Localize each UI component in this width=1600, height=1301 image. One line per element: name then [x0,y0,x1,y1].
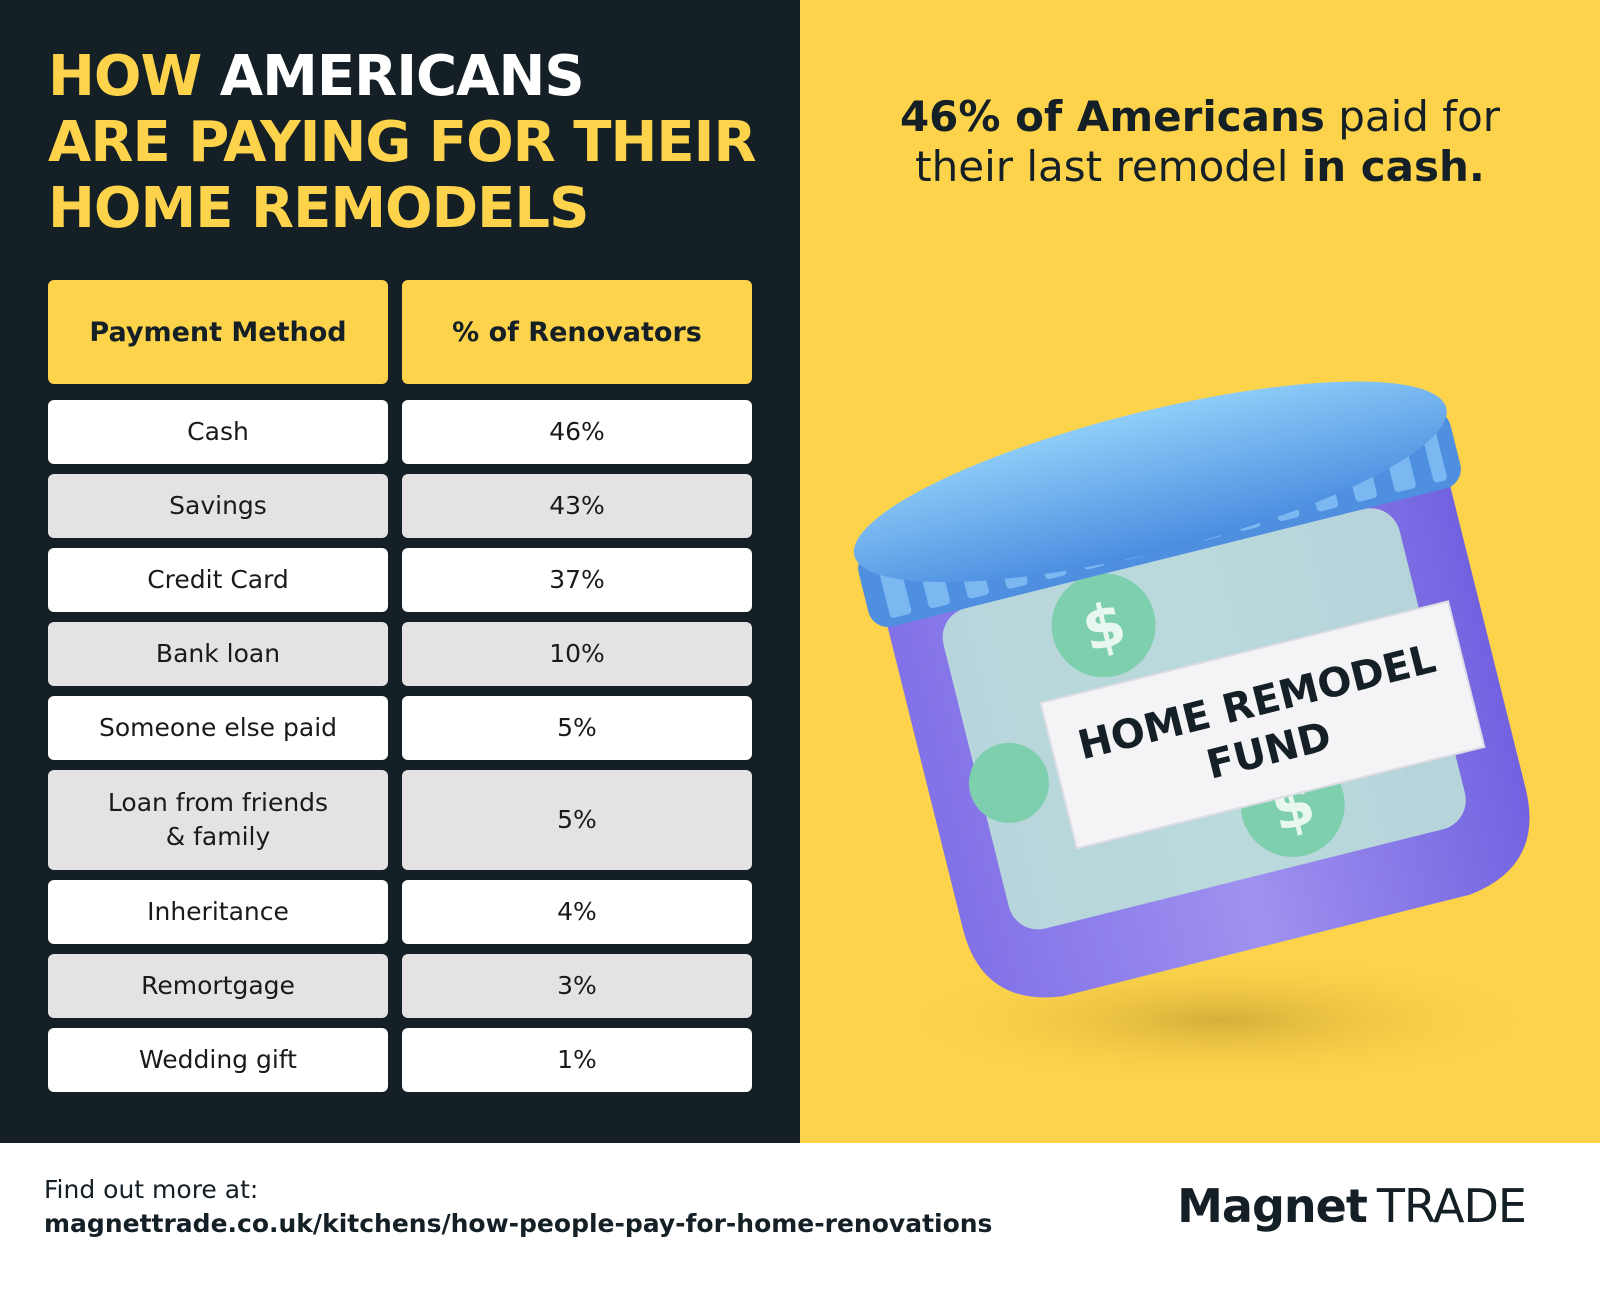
row-percent: 5% [402,770,752,870]
row-method-line-2: & family [165,822,271,851]
table-row: Someone else paid 5% [48,696,752,760]
headline-normal-2: their last remodel [915,142,1289,191]
money-jar-illustration: $ $ HOME REMODEL FUND [853,381,1550,1090]
headline-stat: 46% of Americans paid for their last rem… [880,92,1520,192]
headline-normal-1: paid for [1338,92,1501,141]
title-word-how: HOW [48,44,202,109]
headline-bold-1: 46% of Americans [899,92,1325,141]
row-method: Bank loan [48,622,388,686]
row-method: Cash [48,400,388,464]
table-row: Credit Card 37% [48,548,752,612]
header-percent-renovators: % of Renovators [402,280,752,384]
header-payment-method: Payment Method [48,280,388,384]
dollar-coin [968,742,1049,823]
row-method: Loan from friends & family [48,770,388,870]
page-title: HOW AMERICANS ARE PAYING FOR THEIR HOME … [48,44,788,242]
title-line-3: HOME REMODELS [48,176,589,241]
payment-table: Payment Method % of Renovators Cash 46% … [48,280,752,1102]
table-row: Wedding gift 1% [48,1028,752,1092]
table-row: Inheritance 4% [48,880,752,944]
table-header-row: Payment Method % of Renovators [48,280,752,384]
footer: Find out more at: magnettrade.co.uk/kitc… [0,1143,1600,1301]
title-word-americans: AMERICANS [219,44,585,109]
dollar-coin [1051,573,1156,678]
left-panel: HOW AMERICANS ARE PAYING FOR THEIR HOME … [0,0,800,1143]
table-row: Cash 46% [48,400,752,464]
jar-lid-top [853,381,1447,583]
brand-logo: Magnet TRADE [1177,1179,1527,1233]
footer-url-link[interactable]: magnettrade.co.uk/kitchens/how-people-pa… [44,1209,993,1238]
row-percent: 37% [402,548,752,612]
brand-light: TRADE [1376,1179,1527,1233]
row-method: Inheritance [48,880,388,944]
row-percent: 4% [402,880,752,944]
footer-lead: Find out more at: [44,1175,259,1204]
headline-bold-2: in cash. [1301,142,1485,191]
row-percent: 5% [402,696,752,760]
jar-label [1039,600,1486,850]
row-percent: 1% [402,1028,752,1092]
right-panel: 46% of Americans paid for their last rem… [800,0,1600,1143]
row-method: Savings [48,474,388,538]
table-row: Savings 43% [48,474,752,538]
footer-text: Find out more at: magnettrade.co.uk/kitc… [44,1173,992,1241]
row-method: Wedding gift [48,1028,388,1092]
row-method: Remortgage [48,954,388,1018]
table-row: Loan from friends & family 5% [48,770,752,870]
row-percent: 43% [402,474,752,538]
title-line-2: ARE PAYING FOR THEIR [48,110,757,175]
row-percent: 46% [402,400,752,464]
row-method-line-1: Loan from friends [107,788,329,817]
row-method: Credit Card [48,548,388,612]
row-percent: 3% [402,954,752,1018]
brand-strong: Magnet [1177,1179,1368,1233]
table-row: Remortgage 3% [48,954,752,1018]
row-percent: 10% [402,622,752,686]
table-row: Bank loan 10% [48,622,752,686]
row-method: Someone else paid [48,696,388,760]
